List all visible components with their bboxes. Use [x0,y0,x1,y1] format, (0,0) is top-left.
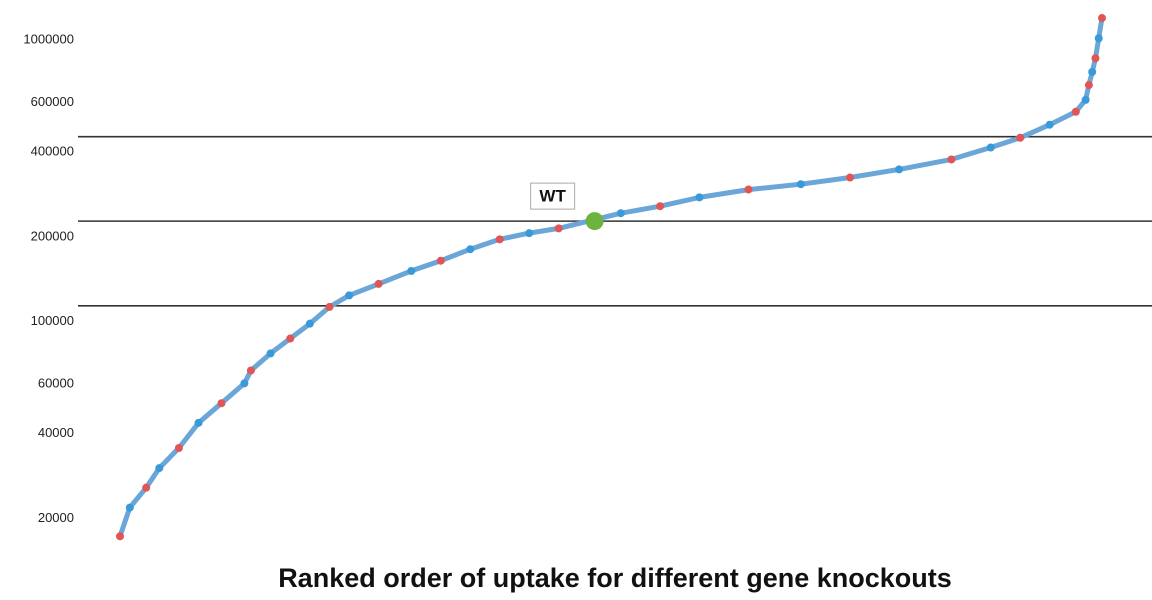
data-point [554,224,563,233]
data-line [117,17,1105,538]
y-tick-label: 20000 [38,510,74,525]
data-point [125,503,134,512]
data-point [1016,133,1025,142]
data-point [744,185,753,194]
data-point [374,279,383,288]
data-point [466,245,475,254]
data-point [286,334,295,343]
data-point [116,532,124,541]
data-point [155,464,164,473]
data-point [1084,81,1093,90]
data-point [986,143,995,152]
wt-point [585,212,604,231]
y-tick-label: 1000000 [23,32,74,47]
data-point [174,444,183,453]
y-tick-label: 60000 [38,376,74,391]
y-tick-label: 600000 [31,94,74,109]
data-point [407,266,416,275]
data-point [1098,14,1106,23]
data-point [194,418,203,427]
data-point [240,379,249,388]
data-point [1081,95,1090,104]
wt-label-box [530,182,576,210]
data-point [947,155,956,164]
data-point [845,173,854,182]
y-tick-label: 400000 [31,144,74,159]
data-point [246,366,255,375]
data-point [345,291,354,300]
data-point [1094,34,1103,43]
chart-title: Ranked order of uptake for different gen… [278,563,952,593]
data-point [695,193,704,202]
data-point [1091,54,1100,63]
data-point [325,302,334,311]
data-point [1071,107,1080,116]
data-point [217,399,226,408]
data-point [1088,67,1097,76]
y-tick-label: 40000 [38,425,74,440]
data-point [656,202,665,211]
wt-label: WT [539,187,566,206]
data-point [266,349,275,358]
data-point [495,235,504,244]
data-point [142,483,151,492]
data-point [305,319,314,328]
data-point [1045,120,1054,129]
data-point [895,165,904,174]
y-tick-label: 200000 [31,228,74,243]
data-point [796,180,805,189]
data-point [436,256,445,265]
data-point [525,229,534,238]
data-point [616,209,625,218]
y-tick-label: 100000 [31,313,74,328]
